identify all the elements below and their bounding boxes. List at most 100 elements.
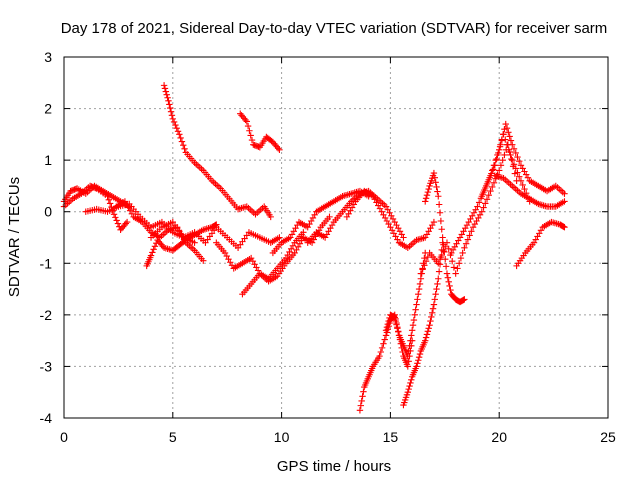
data-point-marker xyxy=(416,350,424,358)
data-point-marker xyxy=(149,249,156,256)
series-track-r xyxy=(417,141,520,277)
series-track-h xyxy=(147,218,283,252)
data-point-marker xyxy=(435,201,443,208)
data-point-marker xyxy=(176,131,183,138)
data-point-marker xyxy=(422,195,430,202)
data-point-marker xyxy=(169,115,176,123)
y-axis-label: SDTVAR / TECUs xyxy=(6,177,23,297)
data-point-marker xyxy=(326,213,333,221)
data-point-marker xyxy=(356,407,364,414)
data-point-marker xyxy=(411,311,418,319)
data-point-marker xyxy=(492,156,499,164)
data-point-marker xyxy=(415,353,423,361)
x-tick-label: 20 xyxy=(491,429,507,445)
data-point-marker xyxy=(405,358,412,365)
data-point-marker xyxy=(407,379,414,387)
data-point-marker xyxy=(516,173,523,180)
y-tick-label: 2 xyxy=(44,101,52,117)
data-point-marker xyxy=(114,220,122,227)
data-point-marker xyxy=(247,132,254,139)
data-point-marker xyxy=(426,321,433,329)
data-point-marker xyxy=(173,124,180,132)
data-point-marker xyxy=(480,188,487,196)
data-point-marker xyxy=(172,121,179,129)
data-point-marker xyxy=(357,402,365,409)
data-point-marker xyxy=(501,151,508,159)
data-point-marker xyxy=(417,270,425,277)
data-point-marker xyxy=(507,137,515,144)
data-point-marker xyxy=(405,385,412,393)
data-point-marker xyxy=(383,324,391,331)
data-point-marker xyxy=(442,263,450,270)
data-point-marker xyxy=(502,120,509,128)
data-point-marker xyxy=(178,138,186,145)
axis-ticks xyxy=(63,56,609,419)
data-point-marker xyxy=(514,153,521,161)
data-point-marker xyxy=(466,232,473,239)
data-point-marker xyxy=(112,214,119,221)
data-point-marker xyxy=(122,220,129,227)
data-point-marker xyxy=(497,162,505,169)
data-point-marker xyxy=(161,85,169,92)
data-point-marker xyxy=(378,344,386,352)
data-point-marker xyxy=(464,236,472,243)
data-point-marker xyxy=(113,217,120,224)
data-point-marker xyxy=(485,176,492,183)
y-tick-label: -1 xyxy=(40,255,53,271)
data-point-marker xyxy=(422,258,430,265)
data-point-marker xyxy=(433,183,440,191)
data-point-marker xyxy=(424,328,432,335)
data-point-marker xyxy=(496,146,503,154)
data-point-marker xyxy=(421,262,428,269)
data-point-marker xyxy=(512,149,519,157)
series-track-u xyxy=(491,172,568,210)
series-track-m xyxy=(343,187,438,252)
data-point-marker xyxy=(503,124,511,132)
data-point-marker xyxy=(408,376,415,384)
data-point-marker xyxy=(519,181,526,189)
data-point-marker xyxy=(478,208,485,215)
data-point-marker xyxy=(439,234,446,241)
data-point-marker xyxy=(151,243,159,250)
data-point-marker xyxy=(358,397,365,405)
x-tick-label: 0 xyxy=(60,429,68,445)
data-point-marker xyxy=(400,234,407,241)
data-point-marker xyxy=(445,278,452,286)
data-point-marker xyxy=(267,213,274,221)
data-point-marker xyxy=(478,193,485,200)
data-point-marker xyxy=(454,265,461,272)
data-point-marker xyxy=(506,133,513,140)
data-point-marker xyxy=(150,246,157,253)
data-point-marker xyxy=(163,91,170,98)
data-point-marker xyxy=(406,342,413,349)
data-point-marker xyxy=(447,286,454,294)
data-point-marker xyxy=(410,316,418,324)
data-point-marker xyxy=(405,347,412,355)
data-point-marker xyxy=(512,165,519,172)
data-point-marker xyxy=(429,305,437,312)
data-point-marker xyxy=(505,146,512,154)
data-point-marker xyxy=(414,360,421,367)
data-point-marker xyxy=(382,327,390,334)
grid-lines xyxy=(64,57,608,418)
data-point-marker xyxy=(498,136,506,143)
data-point-marker xyxy=(428,309,436,316)
data-point-marker xyxy=(446,282,453,290)
data-point-marker xyxy=(444,274,452,281)
data-point-marker xyxy=(177,134,184,142)
series-track-v xyxy=(513,218,568,270)
data-point-marker xyxy=(200,257,207,264)
data-point-marker xyxy=(423,192,431,199)
data-point-marker xyxy=(123,218,131,226)
data-point-marker xyxy=(392,317,399,325)
data-point-marker xyxy=(485,192,492,199)
data-point-marker xyxy=(475,199,483,206)
data-point-marker xyxy=(376,352,383,360)
series-track-q xyxy=(422,169,468,306)
data-point-marker xyxy=(425,185,432,193)
data-point-marker xyxy=(514,169,521,176)
data-point-marker xyxy=(425,325,432,332)
data-point-marker xyxy=(448,258,456,265)
x-tick-label: 5 xyxy=(169,429,177,445)
